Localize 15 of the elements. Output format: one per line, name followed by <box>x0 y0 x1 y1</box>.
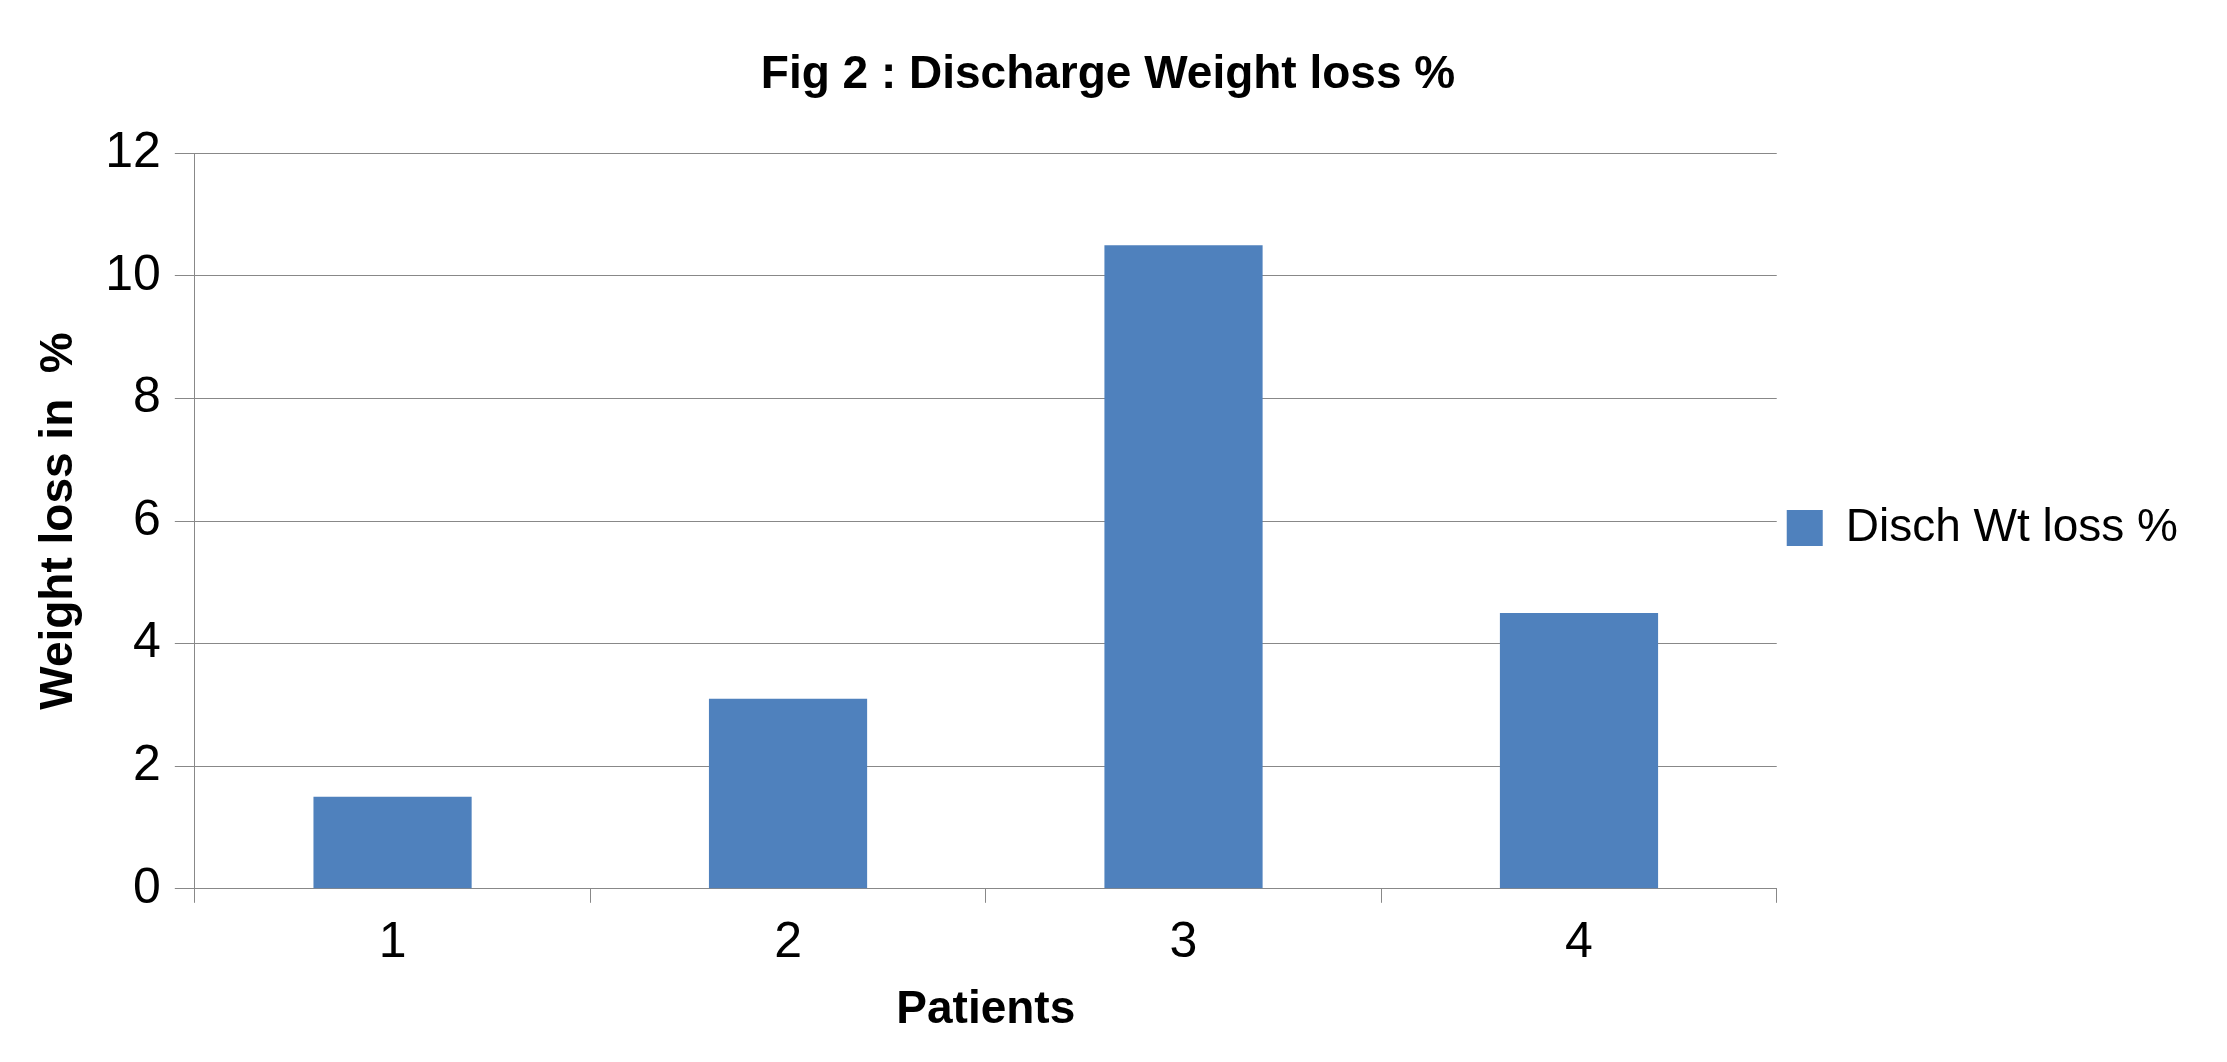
x-tick-label: 2 <box>774 911 802 968</box>
x-tick-label: 3 <box>1169 911 1198 968</box>
x-tick-label: 1 <box>378 911 407 968</box>
y-axis-title: Weight loss in % <box>30 332 83 710</box>
legend-label: Disch Wt loss % <box>1845 498 2178 551</box>
y-tick-label: 4 <box>133 612 161 669</box>
chart-title: Fig 2 : Discharge Weight loss % <box>760 46 1456 99</box>
x-axis-title: Patients <box>896 981 1076 1034</box>
y-tick-label: 0 <box>133 857 161 914</box>
y-tick-label: 12 <box>105 121 161 178</box>
y-tick-label: 8 <box>133 367 161 424</box>
y-tick-label: 6 <box>133 489 161 546</box>
y-tick-label: 10 <box>105 244 161 301</box>
y-tick-label: 2 <box>133 734 161 791</box>
x-tick-label: 4 <box>1565 911 1593 968</box>
